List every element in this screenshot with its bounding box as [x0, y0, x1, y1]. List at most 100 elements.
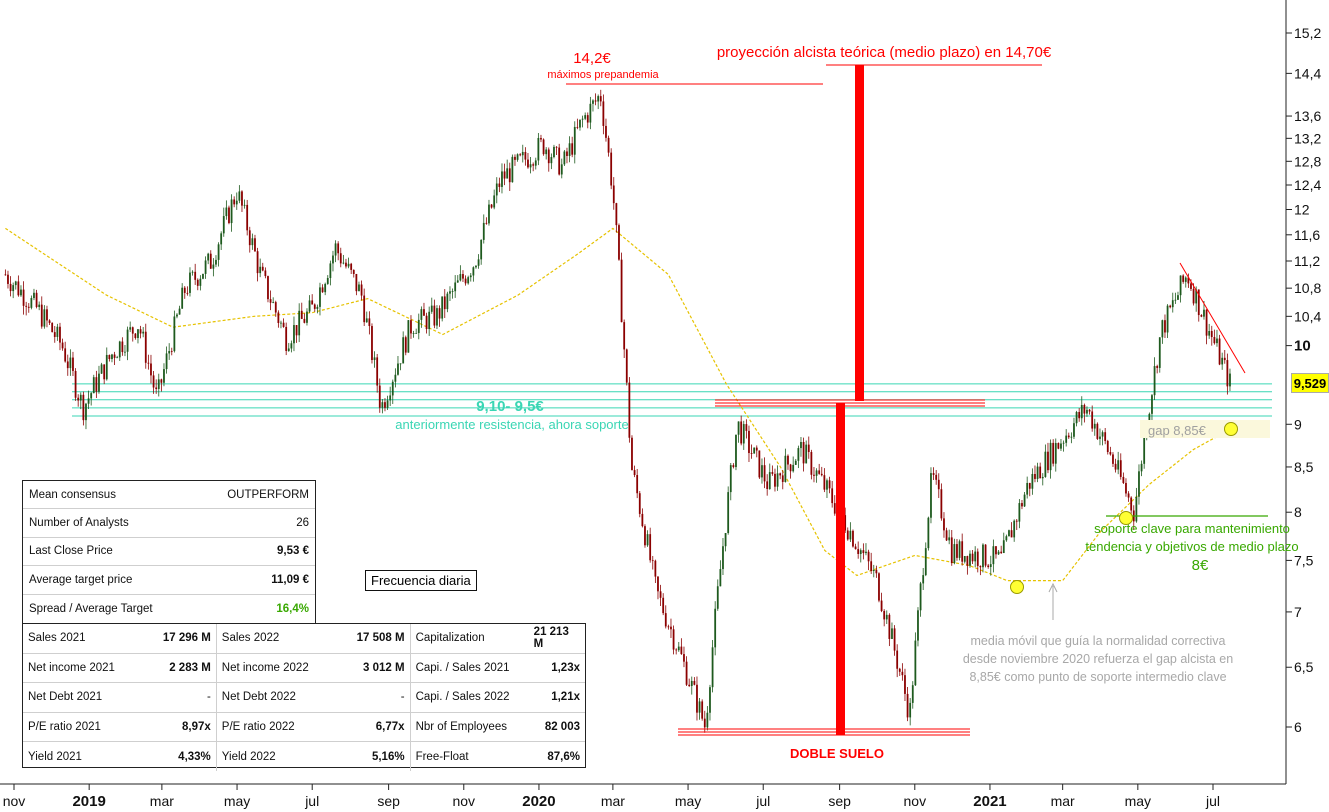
candle-body: [92, 377, 95, 394]
candle-body: [217, 244, 220, 260]
candle-body: [1065, 435, 1068, 443]
candle-body: [693, 680, 696, 685]
candle-body: [212, 264, 215, 269]
candle-body: [53, 332, 56, 337]
candle-body: [719, 569, 722, 587]
candle-body: [129, 327, 132, 330]
candle-body: [316, 306, 319, 309]
candle-body: [1086, 409, 1088, 414]
candle-body: [157, 379, 160, 389]
candle-body: [386, 400, 389, 408]
candle-body: [204, 260, 207, 274]
candle-body: [789, 464, 792, 472]
candle-body: [935, 474, 938, 480]
candle-body: [446, 293, 449, 310]
candle-body: [35, 292, 38, 308]
candle-body: [870, 561, 873, 571]
x-tick-label: may: [1125, 793, 1151, 809]
candle-body: [1109, 452, 1112, 455]
candle-body: [1062, 442, 1065, 444]
candle-body: [46, 309, 48, 321]
candle-body: [1073, 423, 1075, 437]
candle-body: [846, 530, 849, 540]
candle-body: [703, 718, 706, 728]
consensus-row: Spread / Average Target 16,4%: [23, 595, 315, 623]
candle-body: [1005, 536, 1008, 541]
ma-note-line1: media móvil que guía la normalidad corre…: [971, 634, 1226, 648]
candle-body: [459, 274, 462, 281]
key-support-value: 8€: [1192, 557, 1209, 574]
y-tick-label: 12,4: [1294, 177, 1321, 193]
candle-body: [771, 472, 774, 474]
candle-body: [321, 287, 324, 293]
projection-label: proyección alcista teórica (medio plazo)…: [717, 44, 1052, 61]
candle-body: [592, 100, 594, 104]
candle-body: [332, 255, 334, 264]
candle-body: [867, 551, 870, 562]
candle-body: [337, 243, 340, 254]
candle-body: [79, 394, 82, 401]
candle-body: [137, 329, 139, 338]
candle-body: [1200, 315, 1203, 317]
candle-body: [1182, 275, 1185, 282]
x-tick-label: sep: [828, 793, 851, 809]
candle-body: [794, 460, 797, 465]
candle-body: [989, 564, 992, 568]
consensus-value: OUTPERFORM: [227, 488, 309, 501]
candle-body: [77, 397, 80, 401]
candle-body: [1130, 497, 1133, 511]
candle-body: [178, 308, 181, 315]
consensus-value: 26: [296, 517, 309, 530]
candle-body: [1166, 305, 1169, 333]
candle-body: [51, 322, 54, 333]
candle-body: [228, 207, 230, 224]
candle-body: [698, 701, 701, 713]
fundamentals-row: Net income 2021 2 283 M Net income 2022 3 0…: [23, 653, 585, 684]
candle-body: [940, 489, 943, 519]
candle-body: [971, 553, 974, 562]
candle-body: [576, 126, 579, 128]
candle-body: [521, 151, 524, 156]
candle-body: [696, 684, 698, 713]
candle-body: [670, 626, 672, 630]
candle-body: [527, 159, 529, 168]
candle-body: [758, 450, 761, 478]
candle-body: [618, 225, 620, 260]
candle-body: [963, 556, 966, 562]
candle-body: [524, 151, 527, 160]
candle-body: [9, 283, 12, 292]
candle-body: [503, 171, 506, 179]
candle-body: [844, 515, 847, 531]
candle-body: [987, 565, 990, 568]
consensus-value: 9,53 €: [277, 545, 309, 558]
candle-body: [376, 357, 379, 386]
consensus-label: Average target price: [29, 573, 133, 586]
candle-body: [347, 263, 350, 267]
candle-body: [553, 146, 555, 158]
candle-body: [150, 363, 152, 376]
candle-body: [654, 560, 657, 577]
candle-body: [378, 385, 381, 408]
candle-body: [958, 541, 961, 558]
candle-body: [358, 284, 360, 292]
candle-body: [1036, 466, 1039, 479]
candle-body: [238, 191, 241, 201]
candle-body: [961, 541, 964, 562]
candle-body: [740, 421, 743, 444]
candle-body: [40, 304, 43, 327]
candle-body: [1000, 551, 1003, 554]
candle-body: [943, 518, 945, 531]
candle-body: [911, 685, 914, 703]
candle-body: [1171, 300, 1174, 308]
candle-body: [1054, 443, 1057, 464]
candle-body: [451, 291, 454, 292]
candle-body: [672, 629, 675, 650]
candle-body: [472, 267, 475, 276]
candle-body: [485, 222, 488, 224]
x-tick-label: jul: [304, 793, 319, 809]
candle-body: [482, 222, 485, 240]
candle-body: [152, 375, 155, 388]
x-tick-label: mar: [601, 793, 625, 809]
candle-body: [85, 403, 87, 421]
candle-body: [277, 312, 280, 324]
